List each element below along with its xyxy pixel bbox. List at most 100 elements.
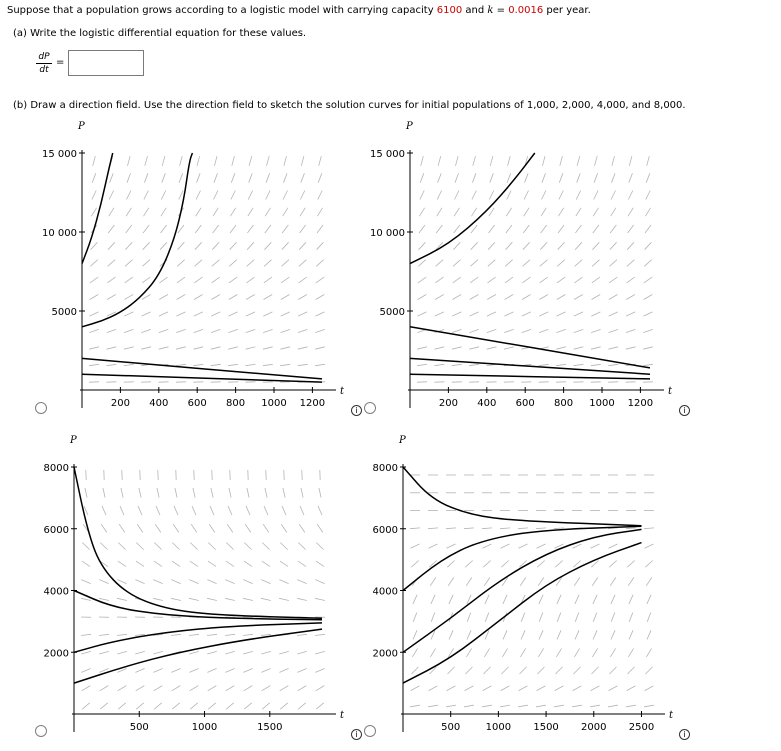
- radio-graph-1[interactable]: [35, 402, 47, 414]
- direction-field-segment: [409, 527, 421, 530]
- direction-field-segment: [99, 579, 109, 584]
- direction-field-segment: [298, 542, 306, 550]
- direction-field-segment: [555, 577, 563, 587]
- direction-field-segment: [245, 363, 256, 367]
- y-axis-label: P: [69, 435, 77, 446]
- x-tick-label: 800: [554, 398, 573, 409]
- direction-field-segment: [646, 612, 652, 622]
- direction-field-segment: [627, 560, 635, 568]
- direction-field-segment: [486, 346, 497, 350]
- direction-field-segment: [142, 259, 151, 267]
- intro-c: =: [493, 5, 509, 16]
- direction-field-segment: [314, 633, 326, 636]
- direction-field-segment: [417, 346, 427, 350]
- direction-field-segment: [556, 648, 562, 658]
- info-icon[interactable]: i: [351, 405, 362, 416]
- direction-field-segment: [591, 294, 601, 300]
- direction-field-segment: [266, 156, 270, 166]
- direction-field-segment: [117, 702, 127, 710]
- direction-field-segment: [228, 487, 232, 498]
- direction-field-segment: [124, 276, 134, 284]
- direction-field-segment: [300, 173, 305, 183]
- direction-field-segment: [299, 207, 306, 217]
- direction-field-segment: [535, 527, 547, 530]
- direction-field-segment: [244, 523, 252, 533]
- direction-field-segment: [452, 311, 462, 317]
- direction-field-segment: [279, 702, 289, 710]
- direction-field-segment: [517, 527, 529, 530]
- y-axis-label: P: [405, 121, 413, 132]
- direction-field-segment: [522, 259, 531, 267]
- radio-graph-3[interactable]: [35, 725, 47, 737]
- direction-field-segment: [448, 648, 454, 658]
- direction-field-segment: [153, 702, 163, 710]
- direction-field-segment: [574, 648, 580, 658]
- direction-field-segment: [558, 207, 565, 217]
- direction-field-segment: [81, 560, 91, 567]
- direction-field-segment: [246, 276, 255, 284]
- direction-field-segment: [283, 173, 288, 183]
- direction-field-segment: [482, 543, 492, 549]
- direction-field-segment: [645, 207, 651, 217]
- direction-field-segment: [487, 276, 496, 284]
- direction-field-segment: [243, 560, 253, 567]
- direction-field-segment: [297, 329, 308, 333]
- radio-graph-2[interactable]: [364, 402, 376, 414]
- direction-field-segment: [428, 685, 438, 691]
- direction-field-segment: [435, 224, 443, 234]
- direction-field-segment: [521, 329, 532, 333]
- direction-field-segment: [247, 207, 254, 217]
- direction-field-segment: [519, 560, 527, 568]
- solution-curve: [409, 357, 651, 375]
- x-tick-label: 200: [439, 398, 458, 409]
- direction-field-segment: [591, 311, 601, 317]
- direction-field-segment: [627, 207, 634, 217]
- direction-field-segment: [607, 527, 619, 530]
- direction-field-segment: [505, 224, 513, 234]
- direction-field-segment: [261, 597, 271, 601]
- direction-field-segment: [483, 666, 491, 675]
- info-icon[interactable]: i: [679, 405, 690, 416]
- y-tick-label: 15 000: [42, 149, 77, 160]
- info-icon[interactable]: i: [679, 729, 690, 740]
- direction-field-segment: [208, 523, 216, 533]
- direction-field-segment: [487, 294, 497, 300]
- direction-field-segment: [143, 190, 149, 200]
- direction-field-segment: [410, 543, 420, 549]
- direction-field-segment: [418, 224, 426, 234]
- direction-field-segment: [556, 594, 562, 605]
- direction-field-segment: [573, 294, 583, 300]
- info-icon[interactable]: i: [351, 729, 362, 740]
- direction-field-segment: [283, 156, 287, 166]
- direction-field-segment: [540, 207, 547, 217]
- direction-field-segment: [261, 560, 271, 567]
- direction-field-segment: [410, 685, 420, 691]
- direction-field-segment: [194, 224, 202, 234]
- direction-field-segment: [608, 276, 618, 284]
- direction-field-segment: [520, 594, 526, 605]
- direction-field-segment: [628, 156, 633, 166]
- x-axis-label: t: [340, 386, 345, 397]
- direction-field-segment: [230, 207, 237, 217]
- direction-field-segment: [91, 190, 97, 200]
- direction-field-segment: [228, 276, 238, 284]
- direction-field-segment: [575, 224, 582, 234]
- direction-field-segment: [178, 173, 184, 183]
- answer-input[interactable]: [68, 50, 144, 76]
- direction-field-segment: [506, 190, 512, 200]
- direction-field-segment: [228, 346, 238, 350]
- direction-field-segment: [225, 560, 235, 567]
- direction-field-segment: [447, 666, 455, 675]
- direction-field-segment: [279, 668, 289, 673]
- direction-field-segment: [171, 685, 181, 692]
- direction-field-segment: [573, 329, 584, 333]
- direction-field-segment: [483, 560, 491, 568]
- radio-graph-4[interactable]: [364, 725, 376, 737]
- direction-field-segment: [555, 666, 563, 675]
- direction-field-segment: [226, 542, 234, 550]
- direction-field-segment: [556, 276, 566, 284]
- direction-field-segment: [317, 173, 323, 183]
- direction-field-segment: [207, 560, 217, 567]
- y-tick-label: 10 000: [42, 228, 77, 239]
- direction-field-segment: [454, 173, 459, 183]
